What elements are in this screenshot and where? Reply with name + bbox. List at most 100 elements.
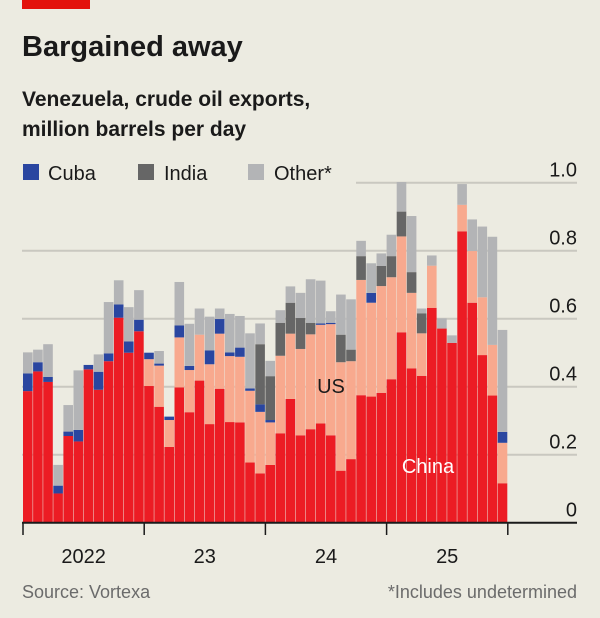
bar-cuba-15 (164, 416, 174, 421)
bar-us-15 (164, 420, 174, 447)
bar-china-44 (457, 231, 467, 523)
bar-china-47 (487, 395, 498, 523)
bar-other-12 (134, 290, 144, 320)
bar-other-34 (356, 240, 366, 257)
bars (23, 182, 508, 523)
bar-other-32 (336, 294, 346, 335)
bar-china-5 (63, 436, 73, 523)
bar-us-26 (275, 355, 286, 434)
bar-china-33 (346, 459, 356, 523)
bar-other-24 (255, 323, 265, 345)
y-axis-labels: 0 0.2 0.4 0.6 0.8 1.0 (549, 160, 577, 522)
bar-other-8 (93, 354, 104, 372)
bar-other-48 (497, 329, 508, 432)
bar-other-35 (366, 263, 376, 293)
bar-india-24 (255, 344, 265, 405)
bar-india-25 (265, 376, 275, 421)
legend: Cuba India Other* (23, 163, 332, 185)
x-tick-label: 23 (194, 546, 216, 568)
bar-other-47 (487, 236, 498, 345)
bar-other-42 (437, 318, 447, 329)
bar-china-19 (204, 424, 215, 523)
bar-china-23 (245, 462, 255, 523)
brand-bar (22, 0, 90, 9)
bar-other-30 (315, 280, 326, 324)
bar-us-45 (467, 251, 477, 303)
bar-cuba-7 (83, 364, 94, 370)
bar-us-41 (427, 265, 437, 308)
bar-india-36 (376, 266, 387, 287)
bar-china-37 (386, 379, 397, 523)
bar-cuba-8 (93, 371, 104, 390)
legend-label-cuba: Cuba (48, 163, 97, 185)
x-tick-label: 2022 (61, 546, 106, 568)
bar-other-43 (447, 335, 457, 343)
bar-other-16 (174, 281, 185, 326)
bar-india-28 (295, 318, 306, 349)
bar-india-39 (406, 272, 417, 293)
bar-china-13 (144, 386, 154, 523)
bar-china-8 (93, 389, 104, 523)
bar-cuba-24 (255, 404, 265, 412)
bar-other-5 (63, 405, 73, 432)
bar-other-23 (245, 333, 255, 389)
bar-india-26 (275, 322, 286, 356)
bar-other-33 (346, 299, 356, 350)
bar-us-40 (416, 333, 427, 376)
bar-india-33 (346, 349, 356, 362)
bar-india-37 (386, 256, 397, 278)
bar-us-24 (255, 411, 265, 474)
bar-us-44 (457, 204, 467, 232)
bar-other-1 (23, 352, 33, 374)
y-tick-label: 0.4 (549, 364, 577, 386)
bar-china-6 (73, 441, 84, 523)
bar-china-36 (376, 392, 387, 523)
bar-other-26 (275, 310, 286, 323)
bar-china-17 (184, 412, 195, 523)
bar-india-29 (305, 322, 316, 335)
bar-india-27 (285, 302, 296, 334)
bar-us-28 (295, 348, 306, 436)
bar-cuba-13 (144, 352, 154, 360)
bar-china-7 (83, 369, 94, 523)
bar-other-41 (427, 255, 437, 266)
bar-china-24 (255, 473, 265, 523)
bar-us-17 (184, 370, 195, 413)
bar-other-46 (477, 226, 488, 298)
bar-china-38 (396, 332, 407, 523)
bar-china-34 (356, 395, 366, 523)
bar-cuba-20 (214, 319, 225, 334)
bar-china-3 (43, 381, 53, 523)
bar-other-37 (386, 234, 397, 257)
bar-us-20 (214, 333, 225, 389)
bar-other-36 (376, 253, 387, 266)
bar-china-35 (366, 396, 376, 523)
bar-china-2 (33, 371, 43, 523)
bar-other-22 (235, 315, 245, 348)
bar-cuba-4 (53, 485, 63, 494)
legend-label-india: India (164, 163, 208, 185)
bar-cuba-2 (33, 362, 43, 372)
bar-china-45 (467, 302, 477, 523)
bar-other-27 (285, 286, 296, 303)
bar-cuba-22 (235, 347, 245, 357)
bar-us-32 (336, 362, 346, 471)
bar-cuba-30 (315, 323, 326, 325)
bar-china-16 (174, 387, 185, 523)
bar-china-21 (225, 422, 235, 523)
legend-swatch-india (138, 164, 154, 180)
bar-us-29 (305, 334, 316, 430)
bar-china-11 (124, 352, 134, 523)
bar-us-36 (376, 286, 387, 393)
legend-swatch-other (248, 164, 264, 180)
bar-us-18 (194, 334, 205, 381)
bar-other-38 (396, 182, 407, 212)
bar-other-14 (154, 351, 164, 364)
chart-subtitle-line-2: million barrels per day (22, 118, 246, 141)
bar-cuba-9 (103, 353, 114, 362)
bar-china-4 (53, 493, 63, 523)
bar-us-47 (487, 344, 498, 396)
bar-other-9 (103, 302, 114, 354)
annotation-china: China (402, 456, 455, 478)
